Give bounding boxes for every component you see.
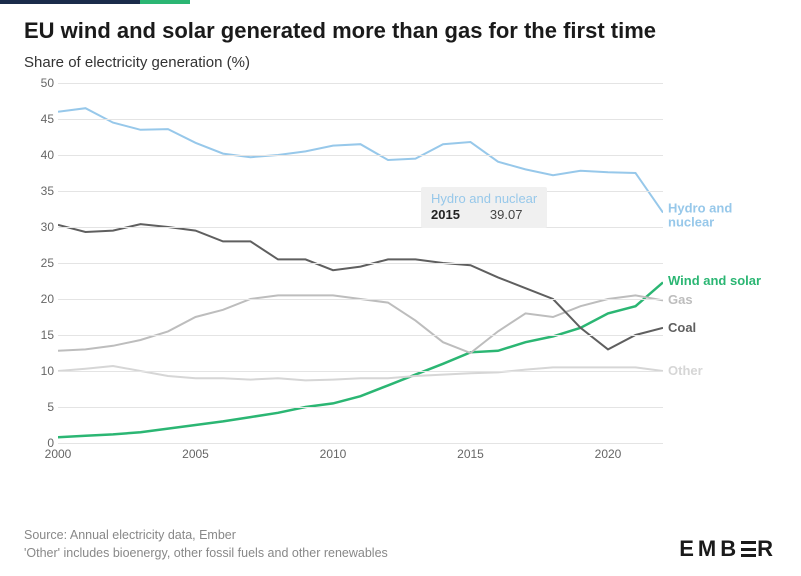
y-tick-label: 45 [41, 112, 54, 126]
source-line: 'Other' includes bioenergy, other fossil… [24, 545, 388, 563]
series-label: Gas [668, 293, 693, 307]
y-tick-label: 25 [41, 256, 54, 270]
y-tick-label: 50 [41, 76, 54, 90]
series-line[interactable] [58, 108, 663, 212]
chart-tooltip: Hydro and nuclear2015 39.07 [421, 187, 547, 228]
y-tick-label: 10 [41, 364, 54, 378]
series-line[interactable] [58, 366, 663, 380]
series-label: Coal [668, 321, 696, 335]
y-tick-label: 40 [41, 148, 54, 162]
chart-footer: Source: Annual electricity data, Ember '… [24, 527, 777, 562]
tooltip-year: 2015 [431, 207, 460, 222]
x-tick-label: 2000 [45, 447, 72, 461]
series-label: Hydro and nuclear [668, 202, 778, 231]
source-line: Source: Annual electricity data, Ember [24, 527, 388, 545]
x-tick-label: 2005 [182, 447, 209, 461]
y-tick-label: 30 [41, 220, 54, 234]
x-tick-label: 2020 [595, 447, 622, 461]
x-tick-label: 2010 [320, 447, 347, 461]
series-line[interactable] [58, 295, 663, 353]
y-tick-label: 5 [47, 400, 54, 414]
plot-area[interactable]: Hydro and nuclear2015 39.07 [58, 83, 663, 443]
y-axis: 05101520253035404550 [24, 83, 54, 443]
chart-container: EU wind and solar generated more than ga… [0, 4, 801, 483]
tooltip-series: Hydro and nuclear [431, 191, 537, 206]
y-tick-label: 15 [41, 328, 54, 342]
y-tick-label: 20 [41, 292, 54, 306]
series-line[interactable] [58, 282, 663, 437]
tooltip-value: 39.07 [490, 207, 523, 222]
series-label: Wind and solar [668, 274, 761, 288]
x-tick-label: 2015 [457, 447, 484, 461]
source-text: Source: Annual electricity data, Ember '… [24, 527, 388, 562]
ember-logo: EMBR [679, 536, 777, 562]
series-label: Other [668, 364, 703, 378]
chart-area: 05101520253035404550 Hydro and nuclear20… [24, 83, 777, 483]
series-labels: Hydro and nuclear Wind and solar Gas Coal Ot… [668, 83, 778, 443]
chart-title: EU wind and solar generated more than ga… [24, 18, 777, 44]
y-tick-label: 35 [41, 184, 54, 198]
chart-subtitle: Share of electricity generation (%) [24, 54, 777, 71]
